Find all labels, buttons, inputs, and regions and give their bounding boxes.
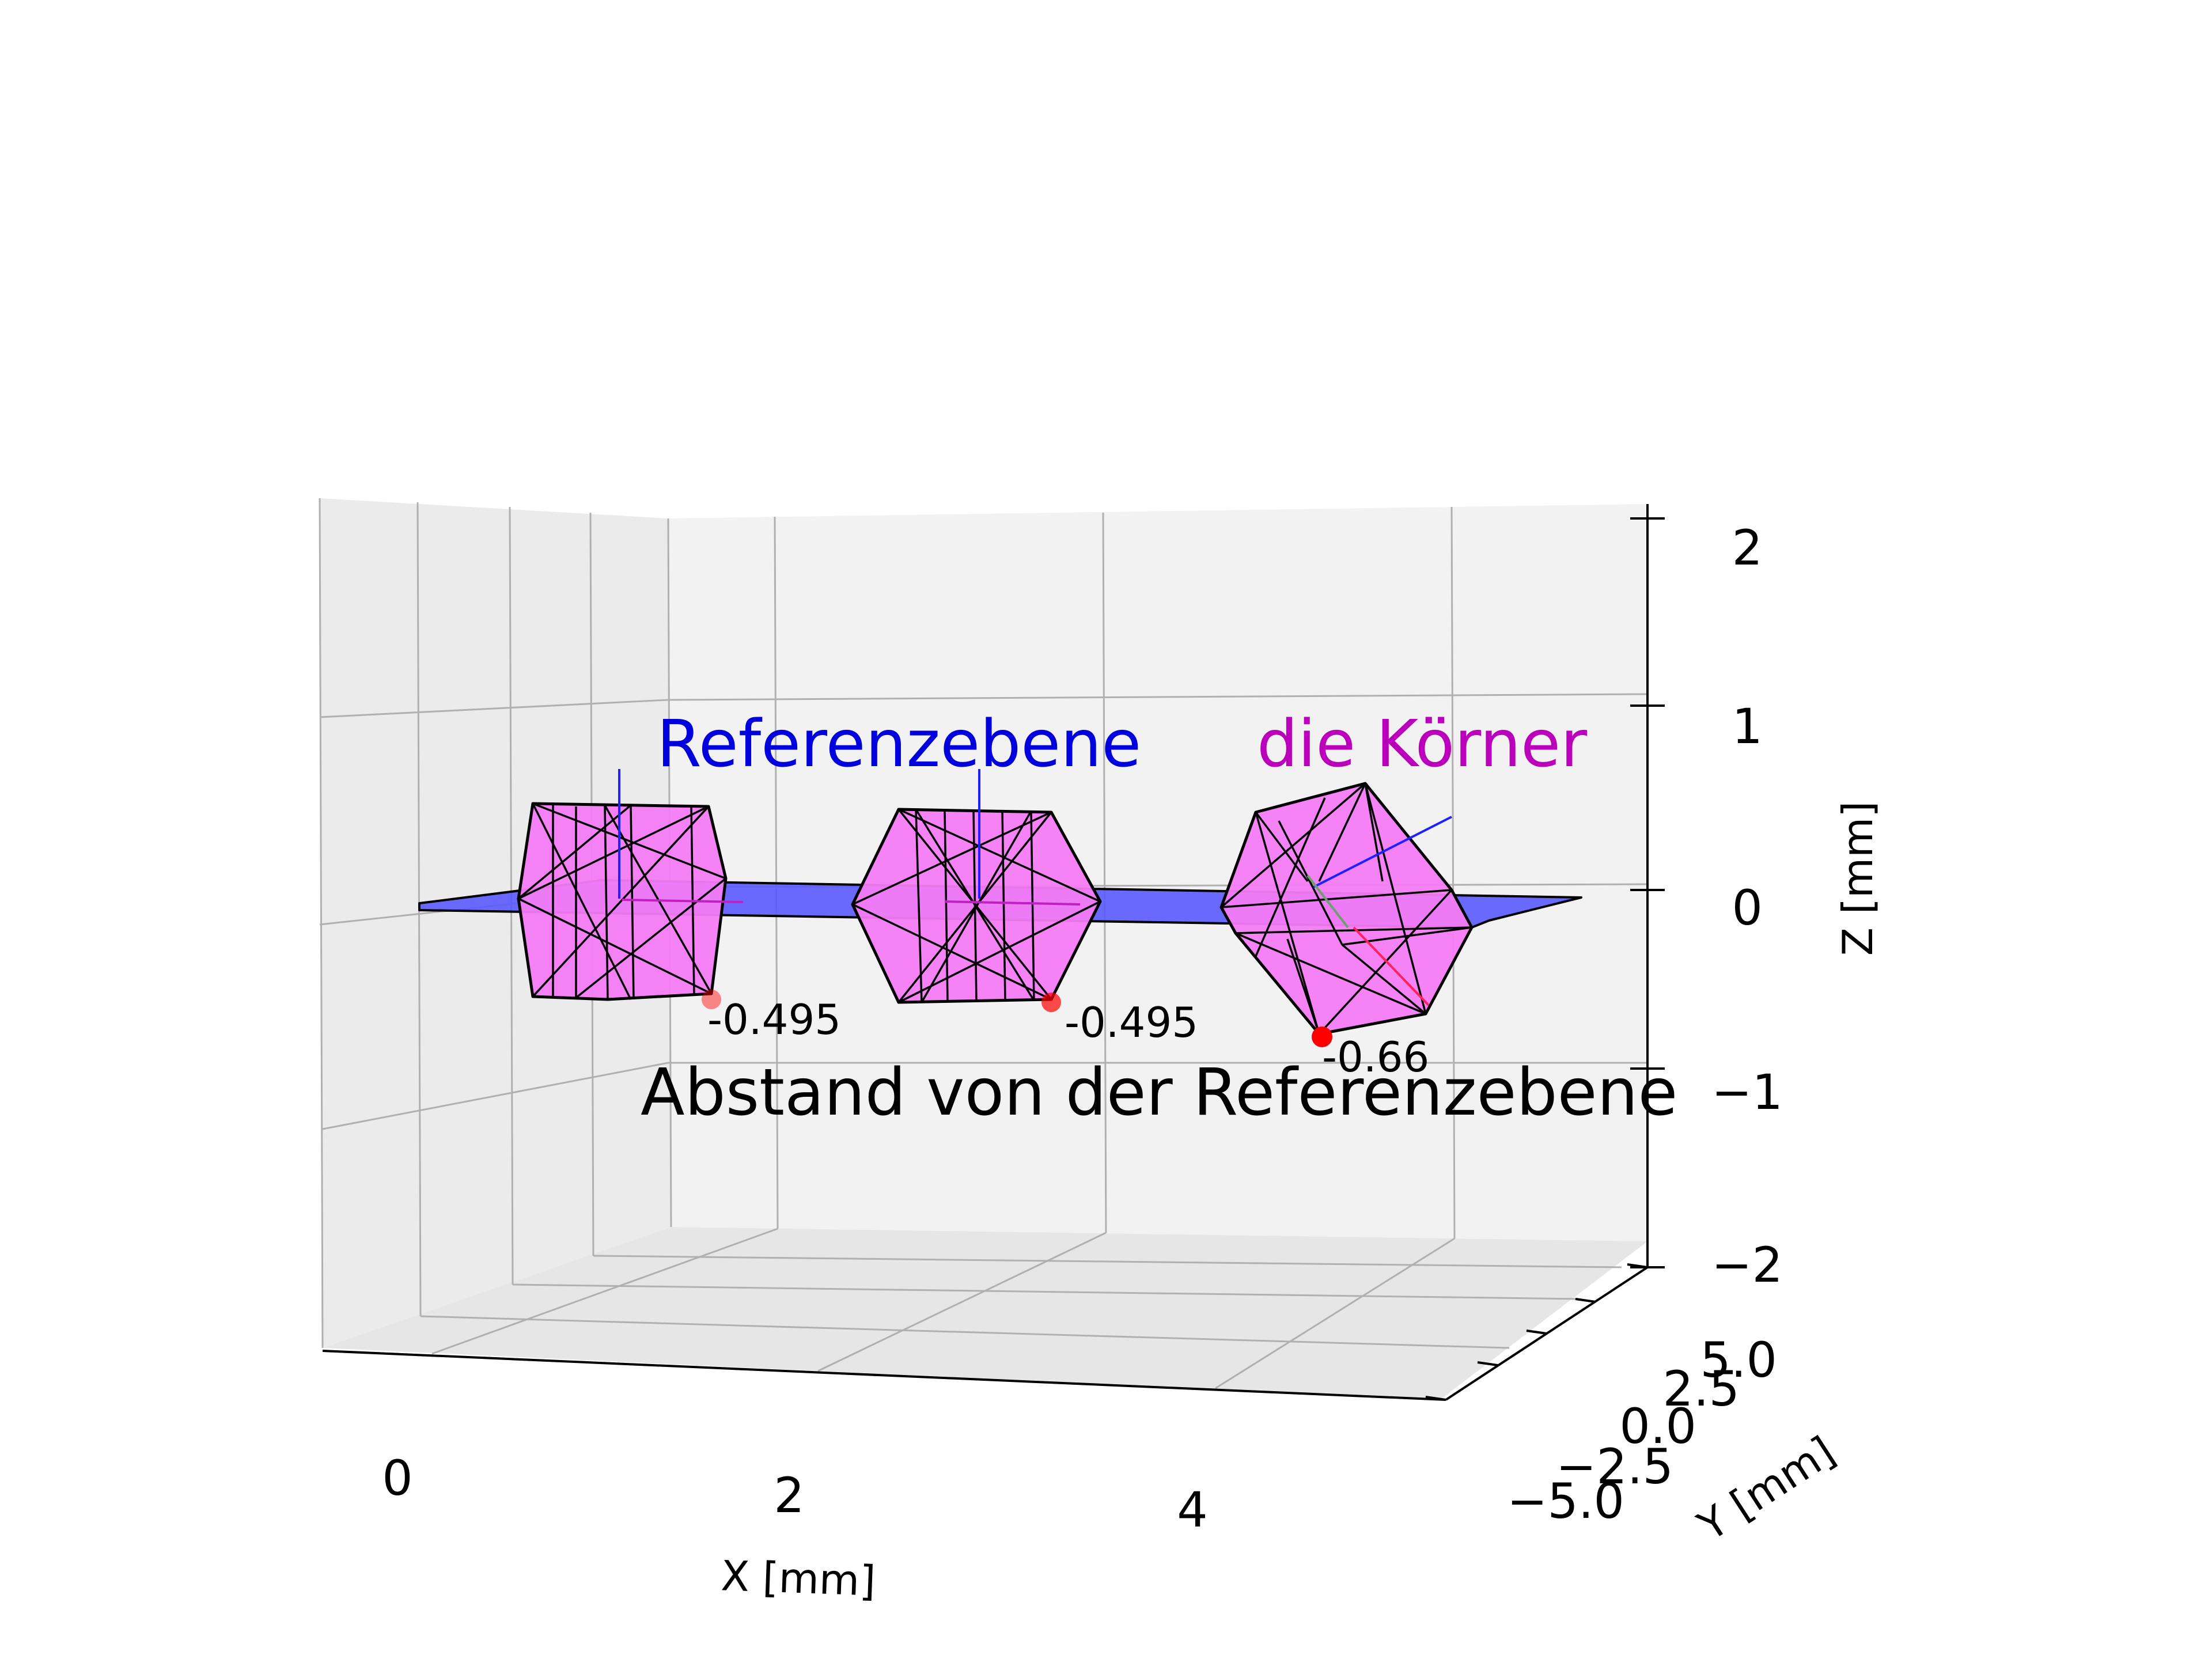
- y-axis-label: Y [mm]: [1689, 1427, 1843, 1550]
- y-tick-label: −2.5: [1556, 1438, 1673, 1495]
- grain-axes: [618, 769, 1081, 906]
- distance-label-1: -0.495: [707, 995, 841, 1044]
- x-axis-label: X [mm]: [720, 1551, 876, 1605]
- z-tick-label: 2: [1732, 520, 1763, 576]
- plane-label: Referenzebene: [657, 707, 1141, 782]
- floor-pane: [323, 1227, 1647, 1400]
- y-tick: [1477, 1361, 1498, 1366]
- ticks: [1425, 517, 1665, 1401]
- lowest-point-1: [702, 990, 721, 1009]
- z-tick-label: 1: [1732, 698, 1763, 755]
- lowest-point-2: [1041, 993, 1061, 1012]
- tick-labels: 0 2 4 −5.0 −2.5 0.0 2.5 5.0 −2 −1 0 1 2: [382, 520, 1783, 1538]
- y-tick-label: 5.0: [1700, 1332, 1777, 1388]
- x-tick-label: 2: [774, 1467, 804, 1524]
- back-pane: [668, 504, 1647, 1241]
- grains-label: die Körner: [1257, 707, 1588, 782]
- x-tick-label: 0: [382, 1450, 412, 1506]
- y-tick-label: −5.0: [1507, 1473, 1624, 1529]
- distance-labels: -0.495 -0.495 -0.66: [707, 995, 1429, 1081]
- grain-2: [851, 808, 1102, 1004]
- y-tick-label: 0.0: [1619, 1398, 1696, 1455]
- z-axis-label: Z [mm]: [1834, 801, 1882, 956]
- y-tick: [1526, 1330, 1547, 1335]
- left-pane: [320, 498, 671, 1348]
- lowest-point-3: [1312, 1027, 1332, 1047]
- distance-label-2: -0.495: [1065, 998, 1198, 1047]
- y-tick: [1575, 1298, 1596, 1303]
- grain-3: [1219, 782, 1474, 1036]
- z-tick-label: 0: [1732, 880, 1763, 936]
- y-tick-label: 2.5: [1662, 1361, 1740, 1417]
- z-tick-label: −1: [1711, 1064, 1783, 1120]
- x-tick-label: 4: [1177, 1482, 1207, 1538]
- y-tick: [1627, 1263, 1648, 1268]
- y-tick: [1425, 1396, 1446, 1401]
- z-tick-label: −2: [1711, 1237, 1783, 1293]
- distance-title: Abstand von der Referenzebene: [641, 1055, 1677, 1130]
- distance-label-3: -0.66: [1322, 1033, 1429, 1081]
- grain-1: [517, 802, 728, 1001]
